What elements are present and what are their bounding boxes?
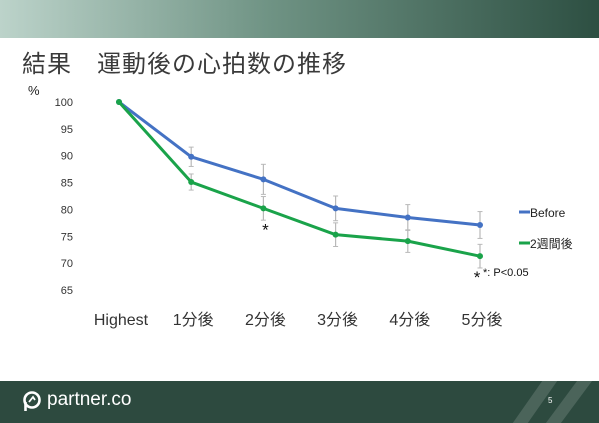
data-point-after-2weeks	[260, 205, 267, 212]
x-tick-label: 5分後	[462, 311, 503, 329]
y-tick-label: 70	[61, 258, 73, 270]
y-tick-label: 65	[61, 285, 73, 297]
page-number: 5	[548, 396, 553, 405]
x-tick-label: 2分後	[245, 311, 286, 329]
watermark-logo-icon	[512, 381, 593, 423]
y-tick-label: 85	[61, 178, 73, 190]
y-axis-label: %	[28, 83, 40, 98]
y-tick-label: 80	[61, 204, 73, 216]
significance-asterisk: *	[262, 220, 269, 239]
x-tick-label: 1分後	[173, 311, 214, 329]
x-tick-label: 3分後	[317, 311, 358, 329]
data-point-before	[188, 153, 195, 160]
data-point-before	[260, 176, 267, 183]
y-tick-label: 95	[61, 124, 73, 136]
data-point-before	[404, 214, 411, 221]
x-tick-label: Highest	[94, 312, 149, 329]
data-point-after-2weeks	[116, 99, 122, 105]
data-point-after-2weeks	[188, 179, 195, 186]
data-point-before	[477, 222, 483, 229]
significance-note: *: P<0.05	[483, 267, 529, 279]
line-chart: % 100 95 90 85 80 75 70 65 Highest 1分後 2分後 3分後 4分後 5分後…	[28, 83, 573, 329]
series-line-after-2weeks	[117, 100, 481, 258]
partner-logo-icon	[23, 391, 41, 411]
brand-name: partner.co	[47, 389, 132, 410]
data-point-after-2weeks	[332, 231, 339, 238]
legend-label-before: Before	[530, 206, 566, 220]
y-tick-label: 75	[61, 231, 73, 243]
legend-label-after-2weeks: 2週間後	[530, 237, 573, 251]
x-tick-label: 4分後	[389, 311, 430, 329]
data-point-after-2weeks	[477, 253, 483, 260]
data-point-before	[332, 205, 339, 212]
slide-title: 結果 運動後の心拍数の推移	[22, 50, 347, 78]
y-tick-label: 90	[61, 151, 73, 163]
y-tick-label: 100	[55, 97, 73, 109]
title-bar-background	[0, 0, 599, 38]
series-line-before	[118, 100, 481, 227]
data-point-after-2weeks	[404, 238, 411, 245]
significance-asterisk: *	[474, 268, 481, 287]
footer-bar: partner.co	[0, 381, 599, 423]
